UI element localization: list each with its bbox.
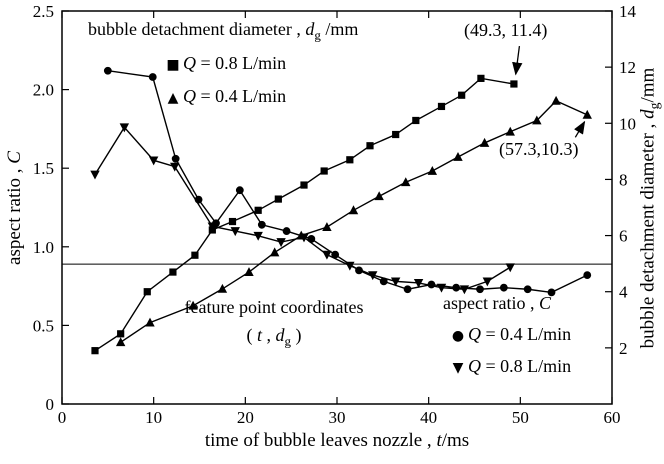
x-tick-label: 20	[237, 408, 254, 427]
legend-diameter-title-unit: /mm	[320, 19, 359, 39]
legend-diameter-title-sub: g	[314, 27, 321, 43]
legend-item-label: Q = 0.8 L/min	[468, 356, 572, 376]
legend-item-label: Q = 0.8 L/min	[183, 53, 287, 73]
y-right-tick-label: 12	[619, 58, 636, 77]
legend-diameter-title-text: bubble detachment diameter ,	[88, 19, 306, 39]
circle-marker-icon: ●	[451, 328, 465, 344]
legend-item-label: Q = 0.4 L/min	[183, 86, 287, 106]
y-left-tick-label: 0.5	[33, 316, 54, 335]
x-tick-label: 10	[145, 408, 162, 427]
square-marker-icon: ■	[166, 57, 180, 73]
triangle-up-marker-icon: ▲	[167, 90, 179, 106]
y-right-tick-label: 14	[619, 2, 637, 21]
y-right-tick-label: 4	[619, 283, 628, 302]
annotation-point-57-10: (57.3,10.3)	[499, 139, 579, 159]
y-left-tick-label: 1.0	[33, 238, 54, 257]
y-left-tick-label: 2.0	[33, 81, 54, 100]
y-axis-right-title: bubble detachment diameter , dg/mm	[637, 67, 662, 349]
annotation-arrow	[574, 120, 586, 138]
y-axis-left-ticks: 0 0.5 1.0 1.5 2.0 2.5	[33, 2, 69, 414]
y-right-tick-label: 8	[619, 170, 628, 189]
legend-item-diameter-q08: ■ Q = 0.8 L/min	[163, 53, 286, 74]
x-tick-label: 60	[604, 408, 621, 427]
legend-diameter-title-var: d	[305, 19, 315, 39]
y-axis-left-title: aspect ratio , C	[4, 151, 25, 265]
series-aspect-q04	[103, 66, 592, 297]
y-left-tick-label: 2.5	[33, 2, 54, 21]
annotation-point-49-11: (49.3, 11.4)	[464, 20, 548, 40]
feature-note-line1: feature point coordinates	[184, 297, 364, 317]
y-right-tick-label: 2	[619, 339, 628, 358]
series-diameter-q04	[115, 95, 592, 347]
legend-item-aspect-q04: ● Q = 0.4 L/min	[448, 324, 571, 345]
legend-aspect-title: aspect ratio , C	[443, 293, 551, 313]
y-left-tick-label: 0	[46, 395, 55, 414]
feature-note-line2: ( t , dg )	[246, 325, 302, 349]
y-right-tick-label: 6	[619, 227, 628, 246]
x-tick-label: 0	[58, 408, 67, 427]
annotation-arrow	[512, 46, 523, 76]
legend-diameter-title: bubble detachment diameter , dg /mm	[88, 19, 358, 44]
triangle-down-marker-icon: ▼	[452, 360, 464, 376]
x-axis-ticks: 0 10 20 30 40 50 60	[58, 11, 621, 427]
x-tick-label: 30	[329, 408, 346, 427]
x-tick-label: 50	[512, 408, 529, 427]
series-aspect-q08	[90, 123, 515, 295]
y-axis-right-ticks: 2 4 6 8 10 12 14	[605, 2, 637, 358]
x-tick-label: 40	[420, 408, 437, 427]
y-right-tick-label: 10	[619, 114, 636, 133]
y-left-tick-label: 1.5	[33, 159, 54, 178]
legend-item-label: Q = 0.4 L/min	[468, 324, 572, 344]
x-axis-title: time of bubble leaves nozzle , t/ms	[204, 430, 470, 451]
legend-item-diameter-q04: ▲ Q = 0.4 L/min	[163, 86, 287, 107]
series-diameter-q08	[91, 74, 518, 355]
feature-note: feature point coordinates ( t , dg )	[148, 293, 400, 356]
legend-item-aspect-q08: ▼ Q = 0.8 L/min	[448, 356, 572, 377]
